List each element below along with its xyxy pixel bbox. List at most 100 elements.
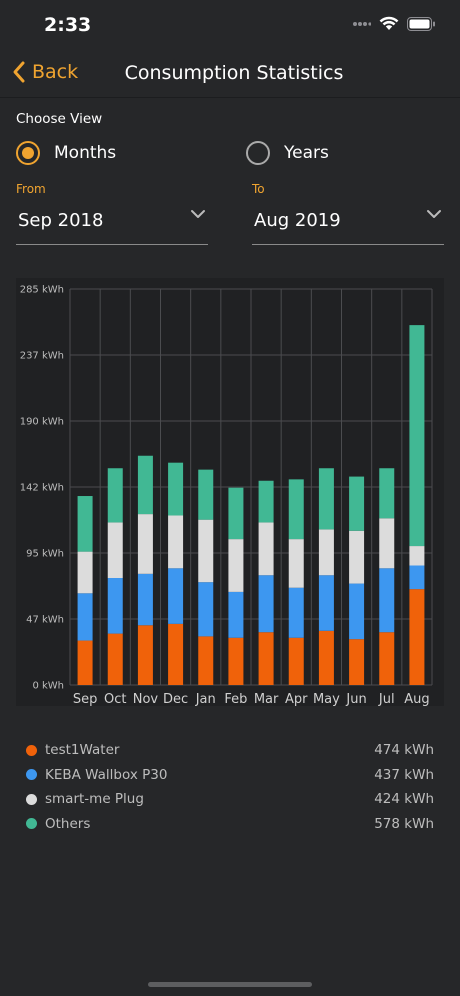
bar-segment: [409, 589, 425, 685]
status-time: 2:33: [44, 14, 92, 36]
bar-segment: [349, 530, 365, 584]
bar-segment: [137, 455, 153, 515]
bar-segment: [107, 522, 123, 579]
to-value: Aug 2019: [254, 210, 341, 231]
from-value: Sep 2018: [18, 210, 104, 231]
chart-legend: test1Water 474 kWh KEBA Wallbox P30 437 kWh…: [26, 738, 434, 836]
wifi-icon: [379, 16, 399, 30]
x-tick-label: Jul: [378, 692, 395, 706]
bar-segment: [137, 514, 153, 574]
bar-segment: [288, 637, 304, 685]
bar-segment: [379, 468, 395, 519]
bar-segment: [409, 325, 425, 547]
y-tick-label: 142 kWh: [20, 483, 64, 494]
chevron-down-icon: [427, 210, 441, 218]
radio-years[interactable]: Years: [246, 141, 329, 165]
status-bar: 2:33: [0, 0, 460, 50]
bar-segment: [168, 568, 184, 624]
legend-dot-icon: [26, 769, 37, 781]
legend-item: KEBA Wallbox P30 437 kWh: [26, 763, 434, 788]
legend-dot-icon: [26, 793, 37, 805]
bar-segment: [318, 468, 334, 530]
radio-months[interactable]: Months: [16, 141, 116, 165]
legend-name: test1Water: [45, 742, 120, 759]
bar-segment: [107, 578, 123, 634]
chart-grid: [69, 288, 433, 686]
bar-segment: [288, 587, 304, 638]
from-label: From: [16, 182, 46, 196]
battery-icon: [407, 16, 435, 31]
bar-segment: [379, 568, 395, 633]
y-tick-label: 0 kWh: [32, 681, 64, 692]
legend-total: 437 kWh: [374, 766, 434, 783]
legend-name: KEBA Wallbox P30: [45, 766, 168, 783]
bar-segment: [409, 546, 425, 566]
x-tick-label: Feb: [224, 692, 247, 706]
x-axis-labels: Sep Oct Nov Dec Jan Feb Mar Apr May Jun Jul Aug: [73, 692, 430, 707]
bar-segment: [258, 480, 274, 523]
from-select[interactable]: Sep 2018: [16, 200, 208, 245]
legend-total: 424 kWh: [374, 791, 434, 808]
bar-segment: [318, 529, 334, 576]
legend-total: 578 kWh: [374, 815, 434, 832]
bar-segment: [198, 469, 214, 520]
bar-segment: [107, 468, 123, 523]
bar-segment: [77, 496, 93, 552]
bar-segment: [379, 632, 395, 685]
x-tick-label: Oct: [104, 692, 126, 706]
x-tick-label: Nov: [133, 692, 159, 706]
page-title: Consumption Statistics: [124, 62, 344, 84]
y-tick-label: 47 kWh: [26, 615, 64, 626]
x-tick-label: Sep: [73, 692, 98, 706]
y-tick-label: 237 kWh: [20, 351, 64, 362]
bar-segment: [77, 593, 93, 641]
y-tick-label: 95 kWh: [26, 549, 64, 560]
x-tick-label: Jun: [345, 692, 366, 706]
home-indicator: [148, 982, 312, 987]
back-button[interactable]: Back: [12, 60, 78, 84]
chart-panel: 0 kWh 47 kWh 95 kWh 142 kWh 190 kWh 237 kWh 28…: [16, 278, 444, 707]
legend-total: 474 kWh: [374, 742, 434, 759]
stacked-bar-chart: 0 kWh 47 kWh 95 kWh 142 kWh 190 kWh 237 kWh 28…: [20, 285, 433, 707]
y-axis-labels: 0 kWh 47 kWh 95 kWh 142 kWh 190 kWh 237 kWh 28…: [20, 285, 64, 692]
chevron-left-icon: [13, 61, 25, 83]
back-label: Back: [32, 61, 79, 83]
bar-segment: [107, 633, 123, 685]
bar-segment: [228, 539, 244, 592]
to-select[interactable]: Aug 2019: [252, 200, 444, 245]
legend-name: smart-me Plug: [45, 791, 144, 808]
bar-segment: [198, 636, 214, 685]
chart-bars: [77, 325, 425, 685]
x-tick-label: Mar: [254, 692, 279, 706]
radio-years-label: Years: [284, 143, 329, 163]
legend-item: Others 578 kWh: [26, 812, 434, 837]
chevron-down-icon: [191, 210, 205, 218]
legend-dot-icon: [26, 744, 37, 756]
bar-segment: [258, 522, 274, 576]
cellular-signal-icon: [353, 21, 371, 26]
y-tick-label: 190 kWh: [20, 417, 64, 428]
bar-segment: [288, 479, 304, 540]
bar-segment: [198, 519, 214, 583]
radio-unselected-icon: [246, 141, 270, 165]
bar-segment: [168, 515, 184, 569]
y-tick-label: 285 kWh: [20, 285, 64, 296]
legend-item: test1Water 474 kWh: [26, 738, 434, 763]
x-tick-label: Apr: [285, 692, 308, 706]
bar-segment: [258, 575, 274, 633]
bar-segment: [288, 539, 304, 588]
bar-segment: [379, 518, 395, 569]
bar-segment: [137, 625, 153, 685]
x-tick-label: May: [313, 692, 340, 706]
bar-segment: [77, 640, 93, 685]
navigation-bar: Back Consumption Statistics: [0, 50, 460, 98]
bar-segment: [228, 591, 244, 638]
legend-dot-icon: [26, 818, 37, 830]
bar-segment: [349, 639, 365, 685]
bar-segment: [168, 623, 184, 685]
choose-view-label: Choose View: [16, 111, 103, 127]
radio-months-label: Months: [54, 143, 117, 163]
radio-selected-icon: [16, 141, 40, 165]
bar-segment: [349, 476, 365, 531]
bar-segment: [198, 582, 214, 637]
